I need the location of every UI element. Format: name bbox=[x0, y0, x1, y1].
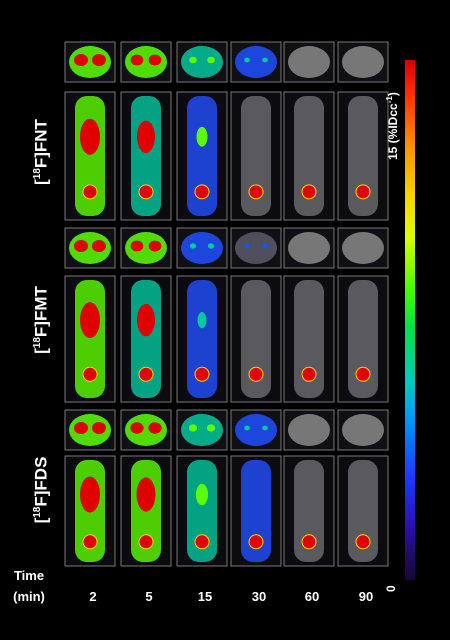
head-section bbox=[69, 232, 111, 264]
brain-hotspot-right bbox=[148, 54, 162, 66]
bladder-hotspot bbox=[301, 184, 317, 200]
bladder-hotspot bbox=[355, 366, 371, 382]
brain-hotspot-left bbox=[189, 56, 197, 64]
brain-hotspot-right bbox=[206, 424, 216, 432]
head-section bbox=[342, 414, 384, 446]
body-silhouette bbox=[294, 96, 324, 216]
tracer-label-fmt: [18F]FMT bbox=[31, 286, 51, 354]
torso-hotspot bbox=[196, 483, 208, 506]
bladder-hotspot bbox=[248, 534, 264, 550]
colorbar-min-label: 0 bbox=[384, 585, 398, 592]
time-point-5: 5 bbox=[145, 589, 153, 604]
time-point-60: 60 bbox=[304, 589, 320, 604]
bladder-hotspot bbox=[248, 184, 264, 200]
body-silhouette bbox=[131, 96, 161, 216]
body-silhouette bbox=[294, 460, 324, 562]
time-point-15: 15 bbox=[197, 589, 213, 604]
head-section bbox=[288, 46, 330, 78]
time-axis-title: Time bbox=[13, 568, 45, 583]
torso-hotspot bbox=[80, 476, 100, 513]
brain-hotspot-left bbox=[74, 422, 88, 434]
head-section bbox=[288, 414, 330, 446]
bladder-hotspot bbox=[138, 184, 154, 200]
tracer-label-fds: [18F]FDS bbox=[31, 456, 51, 524]
bladder-hotspot bbox=[82, 184, 98, 200]
head-section bbox=[288, 232, 330, 264]
bladder-hotspot bbox=[194, 534, 210, 550]
bladder-hotspot bbox=[82, 534, 98, 550]
bladder-hotspot bbox=[355, 534, 371, 550]
head-section bbox=[342, 46, 384, 78]
body-silhouette bbox=[187, 280, 217, 398]
head-section bbox=[181, 232, 223, 264]
torso-hotspot bbox=[136, 477, 156, 512]
brain-hotspot-right bbox=[148, 422, 162, 434]
head-section bbox=[235, 46, 277, 78]
bladder-hotspot bbox=[82, 366, 98, 382]
bladder-hotspot bbox=[138, 534, 154, 550]
brain-hotspot-right bbox=[262, 57, 268, 63]
brain-hotspot-right bbox=[92, 422, 106, 434]
brain-hotspot-left bbox=[188, 424, 198, 432]
torso-hotspot bbox=[137, 303, 155, 337]
tracer-label-fnt: [18F]FNT bbox=[31, 119, 51, 185]
time-point-2: 2 bbox=[89, 589, 97, 604]
brain-hotspot-left bbox=[244, 243, 250, 249]
bladder-hotspot bbox=[301, 366, 317, 382]
time-point-30: 30 bbox=[251, 589, 267, 604]
time-axis-unit: (min) bbox=[13, 589, 45, 604]
bladder-hotspot bbox=[194, 184, 210, 200]
body-silhouette bbox=[187, 96, 217, 216]
bladder-hotspot bbox=[248, 366, 264, 382]
torso-hotspot bbox=[196, 126, 208, 147]
head-section bbox=[125, 232, 167, 264]
bladder-hotspot bbox=[301, 534, 317, 550]
brain-hotspot-right bbox=[207, 243, 215, 249]
body-silhouette bbox=[348, 280, 378, 398]
colorbar-max-label: 15 (%IDcc-1) bbox=[385, 92, 400, 160]
body-silhouette bbox=[131, 280, 161, 398]
head-section bbox=[69, 46, 111, 78]
head-section bbox=[69, 414, 111, 446]
torso-hotspot bbox=[80, 118, 100, 155]
body-silhouette bbox=[187, 460, 217, 562]
head-section bbox=[342, 232, 384, 264]
bladder-hotspot bbox=[355, 184, 371, 200]
head-section bbox=[125, 46, 167, 78]
brain-hotspot-left bbox=[244, 425, 250, 431]
brain-hotspot-left bbox=[189, 243, 197, 249]
head-section bbox=[235, 414, 277, 446]
bladder-hotspot bbox=[194, 366, 210, 382]
brain-hotspot-left bbox=[74, 54, 88, 66]
body-silhouette bbox=[294, 280, 324, 398]
brain-hotspot-right bbox=[92, 240, 106, 252]
body-silhouette bbox=[241, 280, 271, 398]
brain-hotspot-left bbox=[130, 54, 144, 66]
brain-hotspot-right bbox=[262, 425, 268, 431]
head-section bbox=[181, 46, 223, 78]
colorbar bbox=[405, 60, 415, 580]
body-silhouette bbox=[241, 460, 271, 562]
body-silhouette bbox=[241, 96, 271, 216]
body-silhouette bbox=[348, 96, 378, 216]
brain-hotspot-right bbox=[207, 56, 215, 64]
torso-hotspot bbox=[137, 120, 155, 153]
head-section bbox=[125, 414, 167, 446]
torso-hotspot bbox=[197, 312, 207, 329]
head-section bbox=[181, 414, 223, 446]
brain-hotspot-left bbox=[130, 422, 144, 434]
brain-hotspot-left bbox=[244, 57, 250, 63]
brain-hotspot-left bbox=[74, 240, 88, 252]
brain-hotspot-left bbox=[130, 240, 144, 252]
body-silhouette bbox=[348, 460, 378, 562]
bladder-hotspot bbox=[138, 366, 154, 382]
head-section bbox=[235, 232, 277, 264]
brain-hotspot-right bbox=[148, 240, 162, 252]
torso-hotspot bbox=[80, 302, 100, 339]
time-point-90: 90 bbox=[358, 589, 374, 604]
brain-hotspot-right bbox=[92, 54, 106, 66]
brain-hotspot-right bbox=[262, 243, 268, 249]
